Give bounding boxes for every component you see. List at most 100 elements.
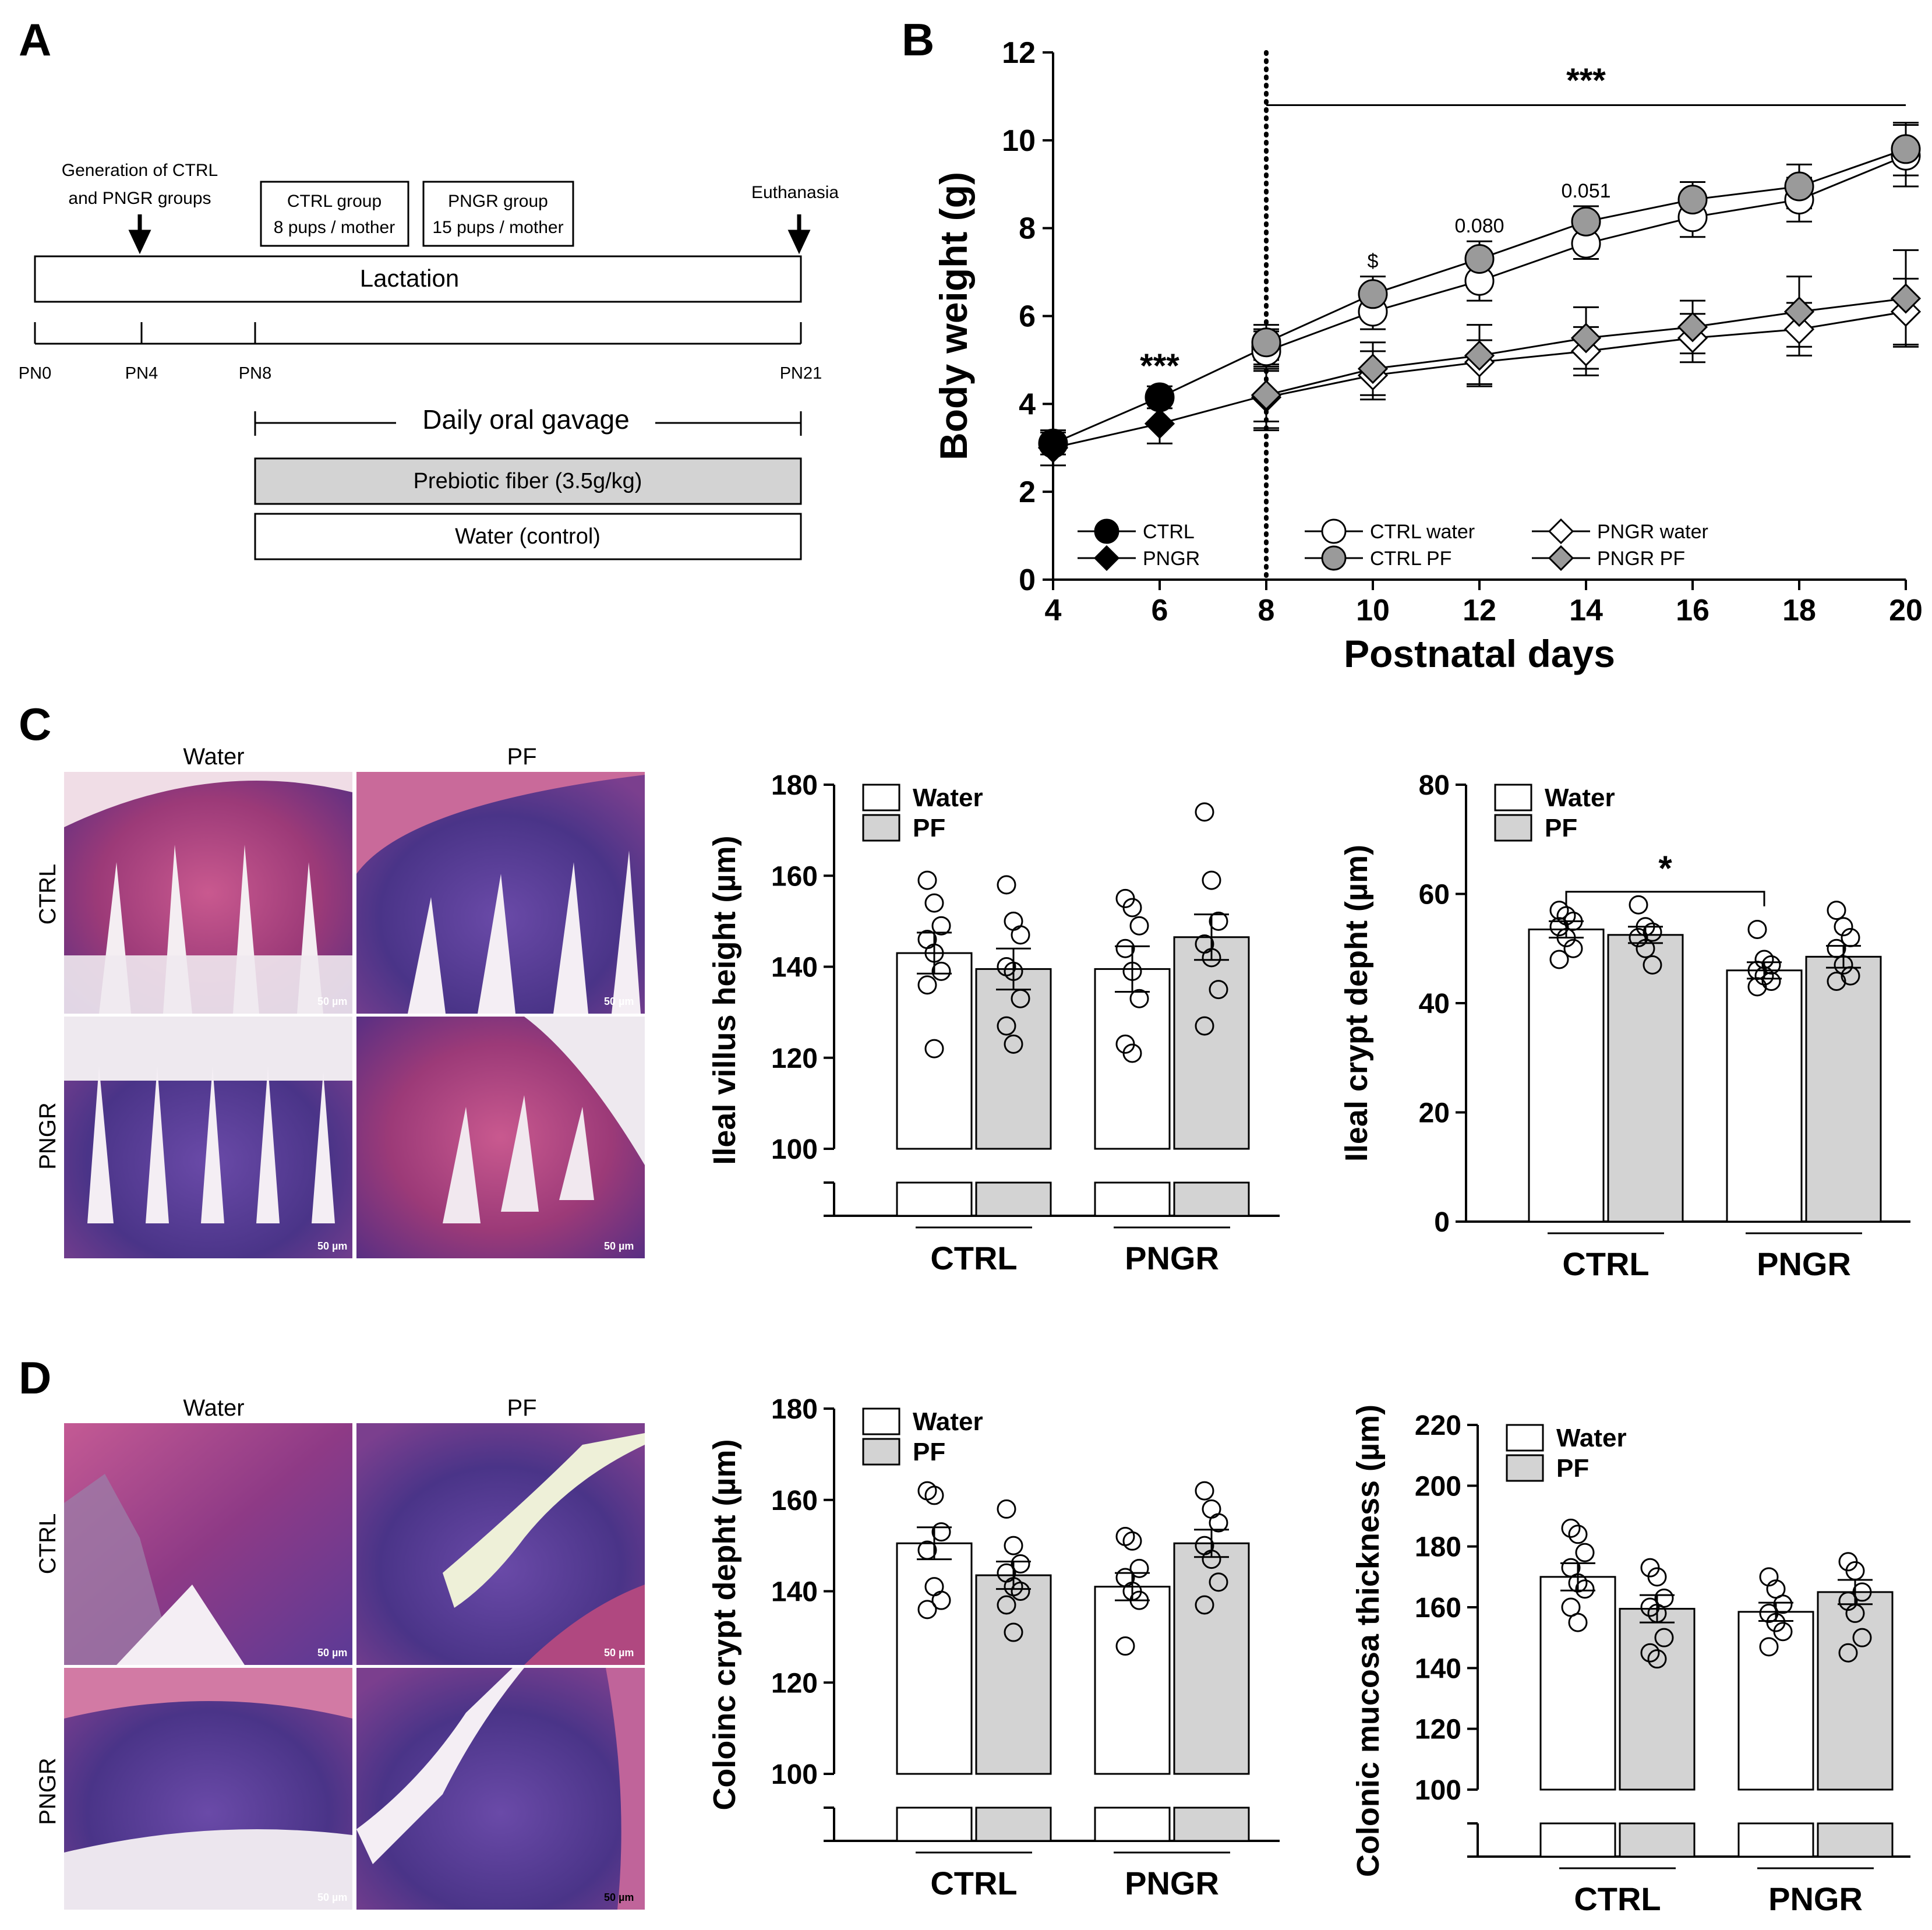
data-point [1841, 966, 1860, 986]
data-point [1037, 432, 1069, 463]
bar [1619, 1608, 1696, 1791]
legend-label: Water [1545, 784, 1615, 812]
y-tick-label: 80 [1419, 770, 1450, 801]
legend-label: PNGR [1143, 548, 1200, 570]
x-tick-label: 14 [1569, 594, 1603, 627]
histo-image-c-pngr-pf: 50 µm [356, 1017, 645, 1258]
bar [1805, 955, 1882, 1223]
annotation-label: *** [1140, 347, 1179, 385]
data-point [1841, 928, 1860, 947]
x-tick-label: 20 [1889, 594, 1923, 627]
panel-label-a: A [19, 14, 51, 65]
data-point [1464, 244, 1495, 274]
x-tick-label: 16 [1676, 594, 1710, 627]
x-tick-label: 6 [1152, 594, 1168, 627]
data-point [1568, 1613, 1588, 1632]
category-label: PNGR [1768, 1880, 1863, 1917]
bar [975, 968, 1052, 1150]
data-point [1643, 922, 1662, 942]
ileal-villus-chart: 100 120 140 160 180 Ileal villus height (µm) C… [707, 770, 1280, 1276]
data-point [1004, 1034, 1023, 1054]
legend-label: CTRL [1143, 521, 1195, 543]
data-point [1834, 917, 1853, 937]
data-point [1011, 1582, 1030, 1601]
data-point [1129, 989, 1149, 1008]
data-point [1549, 901, 1569, 920]
data-point [924, 1039, 944, 1058]
bar-lower [1817, 1822, 1894, 1858]
y-axis-label: Ileal villus height (µm) [707, 835, 742, 1165]
body-weight-chart: 0 2 4 6 8 10 12 4 6 8 10 12 14 16 18 20 Postnatal days Bo… [932, 36, 1923, 675]
x-tick-label: 10 [1356, 594, 1390, 627]
data-point [1093, 545, 1120, 571]
data-point [917, 870, 937, 890]
y-tick-label: 160 [771, 861, 818, 892]
bar [1607, 934, 1684, 1223]
data-point [1251, 380, 1282, 411]
data-point [1647, 1603, 1667, 1623]
y-tick-label: 2 [1019, 475, 1036, 509]
y-tick-label: 120 [1415, 1714, 1461, 1745]
y-tick-label: 180 [1415, 1532, 1461, 1563]
data-point [1548, 518, 1574, 545]
data-point [1563, 911, 1583, 931]
tick-label-pn8: PN8 [239, 364, 271, 383]
legend-label: PF [1545, 814, 1577, 842]
data-point [1827, 938, 1846, 958]
legend-swatch-pf [1494, 814, 1532, 842]
data-point [1747, 919, 1767, 939]
pngr-group-sub: 15 pups / mother [432, 218, 563, 237]
data-point [1011, 989, 1030, 1008]
histo-col-water: Water [183, 744, 244, 770]
data-point [1761, 955, 1781, 975]
scale-bar-label: 50 µm [317, 996, 347, 1007]
data-point [1852, 1628, 1872, 1647]
data-point [931, 916, 951, 936]
data-point [1122, 1043, 1142, 1063]
scale-bar-label: 50 µm [317, 1240, 347, 1252]
histo-row-ctrl: CTRL [35, 864, 61, 925]
data-point [1358, 279, 1388, 309]
data-point [1783, 296, 1815, 327]
y-tick-label: 140 [771, 1577, 818, 1608]
data-point [1209, 1513, 1228, 1533]
data-point [1570, 323, 1602, 354]
data-point [1563, 938, 1583, 958]
category-label: CTRL [1562, 1245, 1649, 1282]
data-point [1129, 1590, 1149, 1610]
y-tick-label: 100 [771, 1134, 818, 1165]
data-point [1629, 895, 1648, 915]
bar-lower [1539, 1822, 1616, 1858]
data-point [1747, 977, 1767, 997]
data-point [1202, 948, 1221, 968]
y-tick-label: 140 [1415, 1653, 1461, 1684]
colonic-crypt-chart: 100 120 140 160 180 Coloinc crypt depht (µm) C… [707, 1394, 1280, 1901]
data-point [1549, 950, 1569, 969]
legend-swatch-water [1494, 784, 1532, 811]
y-tick-label: 8 [1019, 212, 1036, 246]
y-tick-label: 180 [771, 770, 818, 801]
pngr-group-label: PNGR group [448, 192, 548, 211]
ctrl-group-box [260, 181, 409, 247]
data-point [997, 1595, 1016, 1615]
data-point [997, 875, 1016, 895]
y-tick-label: 220 [1415, 1410, 1461, 1441]
bar [1094, 968, 1171, 1150]
data-point [1629, 928, 1648, 947]
bar-lower [1173, 1806, 1250, 1842]
panel-d-colon: D Water PF CTRL PNGR 50 µm 50 µm 50 µm 5 [19, 1352, 1910, 1917]
data-point [1845, 1603, 1865, 1623]
data-point [1556, 906, 1576, 926]
panel-a-timeline: A Generation of CTRL and PNGR groups CTR… [19, 14, 839, 560]
annotation-label: 0.051 [1561, 180, 1610, 202]
legend-label: CTRL PF [1370, 548, 1451, 570]
bar-lower [896, 1181, 973, 1217]
data-point [1122, 961, 1142, 981]
data-point [1004, 1536, 1023, 1555]
data-point [1202, 870, 1221, 890]
scale-bar-label: 50 µm [604, 1240, 634, 1252]
data-point [917, 975, 937, 995]
bar [1737, 1611, 1814, 1791]
